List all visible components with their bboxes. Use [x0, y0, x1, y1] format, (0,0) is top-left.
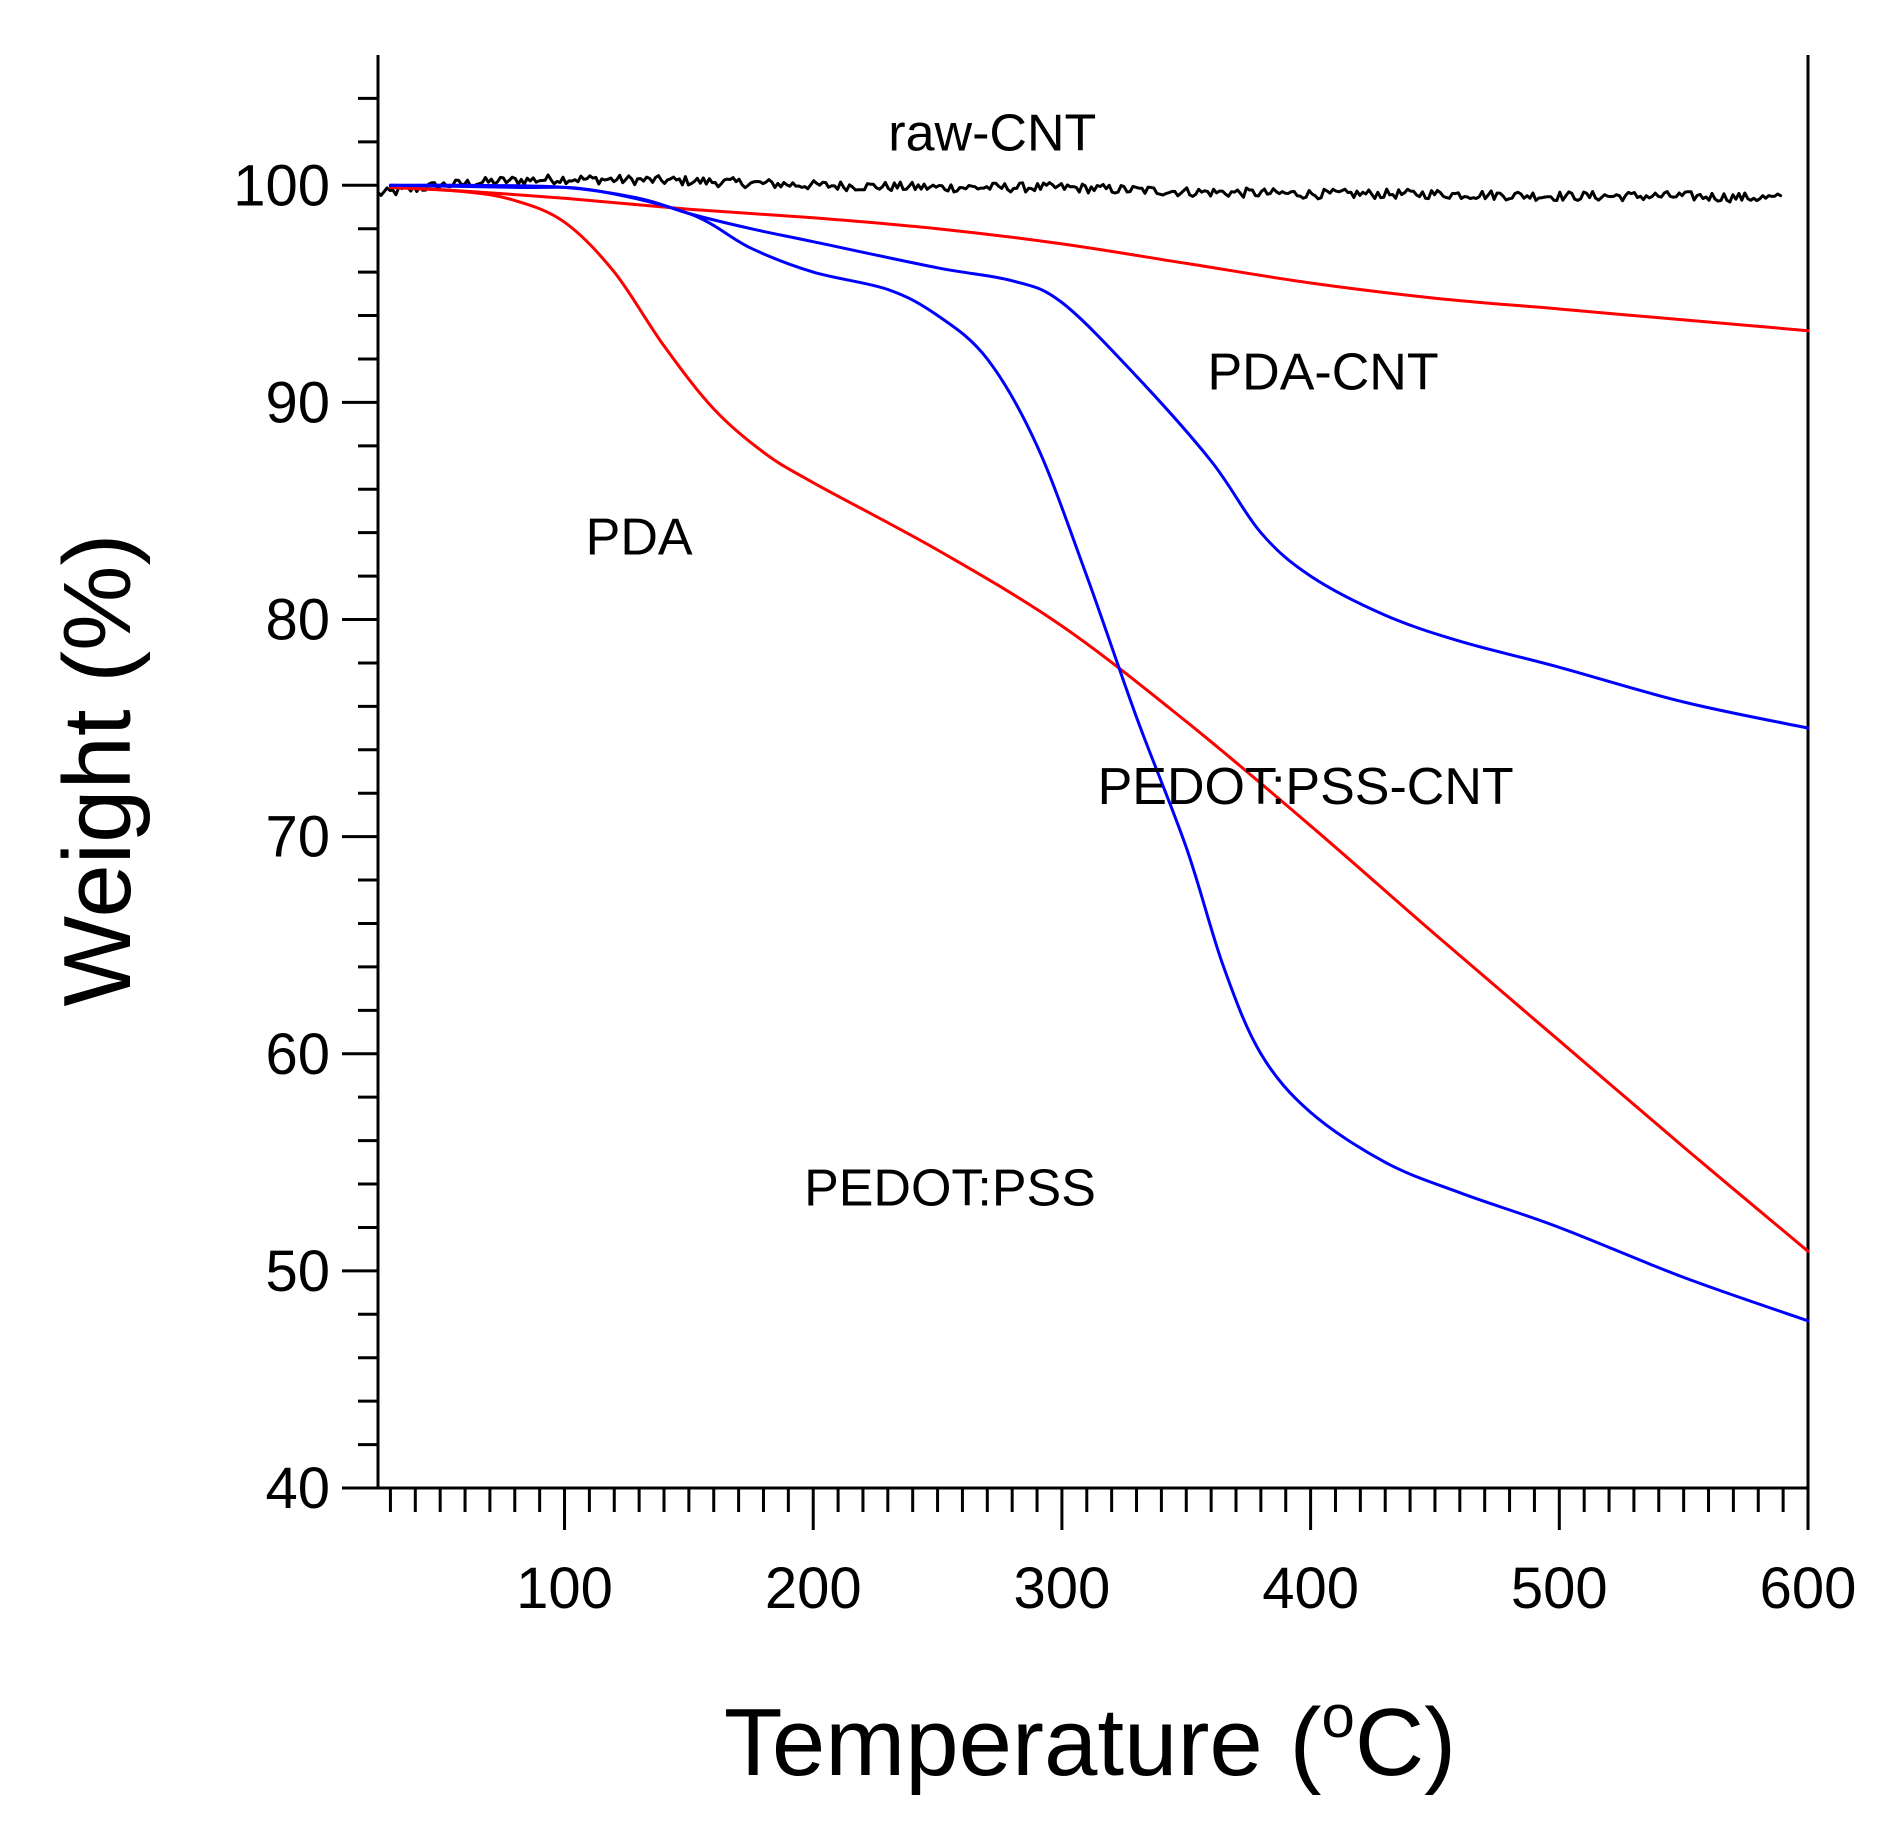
axes — [342, 55, 1810, 1490]
x-tick-label: 500 — [1511, 1556, 1608, 1621]
x-tick-label: 600 — [1760, 1556, 1857, 1621]
y-axis-title: Weight (%) — [44, 533, 151, 1006]
annotations: raw-CNT PDA-CNT PDA PEDOT:PSS-CNT PEDOT:PSS — [586, 105, 1514, 1218]
x-tick-label: 100 — [516, 1556, 613, 1621]
series-line-pda — [388, 185, 1810, 1253]
x-axis-title-tail: C) — [1355, 1689, 1456, 1796]
tick-labels: 100 200 300 400 500 600 40 50 60 70 80 90 100 — [233, 153, 1856, 1621]
x-tick-label: 300 — [1014, 1556, 1111, 1621]
series-line-raw-cnt — [376, 173, 1783, 204]
x-tick-label: 400 — [1262, 1556, 1359, 1621]
y-tick-label: 100 — [233, 153, 330, 218]
ticks — [342, 96, 1810, 1530]
y-tick-label: 70 — [265, 805, 330, 870]
series-label-pda: PDA — [586, 508, 693, 566]
y-tick-label: 80 — [265, 588, 330, 653]
x-axis-title: Temperature (oC) — [724, 1683, 1456, 1796]
series-label-raw-cnt: raw-CNT — [888, 105, 1096, 163]
x-axis-title-sup: o — [1321, 1683, 1354, 1750]
y-tick-label: 60 — [265, 1022, 330, 1087]
y-tick-label: 50 — [265, 1239, 330, 1304]
y-tick-label: 40 — [265, 1456, 330, 1521]
y-tick-label: 90 — [265, 370, 330, 435]
x-tick-label: 200 — [765, 1556, 862, 1621]
series-line-pedot-pss-cnt — [388, 183, 1810, 730]
series-label-pda-cnt: PDA-CNT — [1207, 343, 1438, 401]
plot-series — [376, 173, 1810, 1323]
series-line-pedot-pss — [388, 183, 1810, 1323]
series-label-pedot-pss-cnt: PEDOT:PSS-CNT — [1098, 758, 1514, 816]
series-label-pedot-pss: PEDOT:PSS — [804, 1160, 1096, 1218]
x-axis-title-text: Temperature — [724, 1689, 1263, 1796]
series-line-pda-cnt — [388, 185, 1810, 333]
